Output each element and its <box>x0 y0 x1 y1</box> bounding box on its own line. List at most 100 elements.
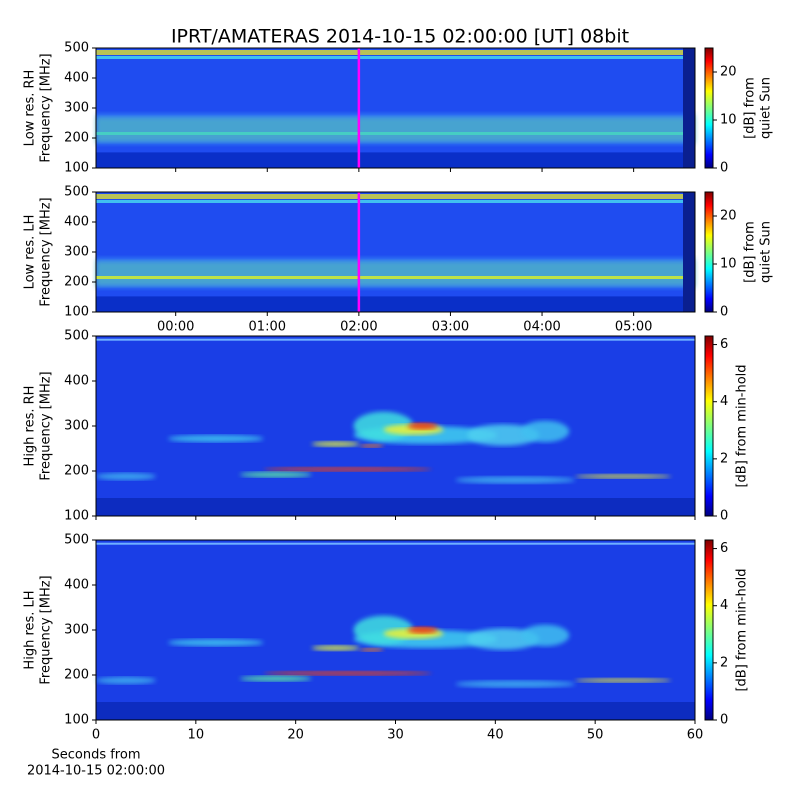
colorbar-tick-label: 2 <box>720 451 728 466</box>
colorbar <box>704 335 714 517</box>
spectrogram <box>455 680 576 688</box>
y-axis-label: High res. LH <box>23 590 38 669</box>
x-tick-label: 01:00 <box>249 320 286 335</box>
spectrogram <box>96 472 156 480</box>
spectrogram <box>467 424 540 446</box>
colorbar-label: [dB] from <box>743 221 758 283</box>
x-tick-label: 40 <box>487 728 504 743</box>
colorbar-label: [dB] from min-hold <box>735 568 750 691</box>
colorbar-tick-label: 6 <box>720 337 728 352</box>
colorbar-tick-label: 0 <box>720 509 728 524</box>
y-tick-label: 200 <box>64 668 89 683</box>
y-axis-label: Frequency [MHz] <box>39 371 54 480</box>
spectrogram <box>96 192 695 312</box>
spectrogram <box>96 117 695 142</box>
spectrogram-panel <box>96 540 695 720</box>
spectrogram <box>683 48 695 168</box>
spectrogram <box>263 467 432 472</box>
y-tick-label: 500 <box>64 185 89 200</box>
colorbar-tick-label: 4 <box>720 394 728 409</box>
x-tick-label: 30 <box>387 728 404 743</box>
spectrogram <box>359 648 384 652</box>
y-tick-label: 400 <box>64 374 89 389</box>
chart-title: IPRT/AMATERAS 2014-10-15 02:00:00 [UT] 0… <box>171 26 629 48</box>
y-tick-label: 300 <box>64 101 89 116</box>
colorbar <box>704 191 714 313</box>
y-axis-label: Low res. LH <box>23 215 38 290</box>
spectrogram <box>311 645 360 651</box>
y-tick-label: 500 <box>64 329 89 344</box>
spectrogram <box>96 261 695 286</box>
y-axis-label: Frequency [MHz] <box>39 575 54 684</box>
spectrogram <box>96 338 695 341</box>
y-tick-label: 100 <box>64 509 89 524</box>
x-tick-label: 50 <box>587 728 604 743</box>
colorbar-label: quiet Sun <box>759 77 774 139</box>
spectrogram <box>455 476 576 484</box>
y-tick-label: 100 <box>64 305 89 320</box>
spectrogram <box>96 48 695 168</box>
colorbar-tick-label: 2 <box>720 655 728 670</box>
spectrogram <box>407 422 438 430</box>
x-tick-label: 60 <box>687 728 704 743</box>
spectrogram <box>167 639 264 647</box>
y-tick-label: 300 <box>64 245 89 260</box>
colorbar-tick-label: 20 <box>720 65 737 80</box>
y-tick-label: 400 <box>64 71 89 86</box>
spectrogram <box>167 435 264 443</box>
colorbar-tick-label: 6 <box>720 541 728 556</box>
spectrogram <box>683 192 695 312</box>
spectrogram <box>96 498 695 516</box>
y-axis-label: Frequency [MHz] <box>39 53 54 162</box>
spectrogram <box>96 194 695 199</box>
spectrogram <box>96 56 695 59</box>
y-axis-label: Low res. RH <box>23 70 38 147</box>
spectrogram <box>96 200 695 203</box>
spectrogram <box>96 296 695 312</box>
x-tick-label: 04:00 <box>523 320 560 335</box>
spectrogram <box>311 441 360 447</box>
spectrogram <box>575 474 672 479</box>
x-tick-label: 00:00 <box>157 320 194 335</box>
y-tick-label: 300 <box>64 623 89 638</box>
y-axis-label: Frequency [MHz] <box>39 197 54 306</box>
x-tick-label: 03:00 <box>432 320 469 335</box>
spectrogram <box>96 152 695 168</box>
spectrogram <box>239 675 312 682</box>
y-tick-label: 500 <box>64 41 89 56</box>
spectrogram <box>359 444 384 448</box>
colorbar-tick-label: 0 <box>720 305 728 320</box>
spectrogram-panel <box>96 48 695 168</box>
x-tick-label: 20 <box>287 728 304 743</box>
colorbar <box>704 47 714 169</box>
spectrogram <box>467 628 540 650</box>
colorbar-tick-label: 0 <box>720 161 728 176</box>
x-axis-label: 2014-10-15 02:00:00 <box>27 764 165 779</box>
spectrogram <box>239 471 312 478</box>
y-tick-label: 300 <box>64 419 89 434</box>
colorbar-tick-label: 20 <box>720 209 737 224</box>
spectrogram <box>96 542 695 545</box>
spectrogram <box>407 626 438 634</box>
y-tick-label: 400 <box>64 578 89 593</box>
y-tick-label: 100 <box>64 713 89 728</box>
colorbar-tick-label: 10 <box>720 113 737 128</box>
colorbar-tick-label: 0 <box>720 713 728 728</box>
x-tick-label: 0 <box>92 728 100 743</box>
colorbar-label: [dB] from <box>743 77 758 139</box>
x-tick-label: 02:00 <box>340 320 377 335</box>
colorbar-tick-label: 10 <box>720 257 737 272</box>
y-tick-label: 100 <box>64 161 89 176</box>
y-tick-label: 200 <box>64 131 89 146</box>
spectrogram <box>521 624 570 647</box>
spectrogram-panel <box>96 192 695 312</box>
y-tick-label: 500 <box>64 533 89 548</box>
spectrogram-panel <box>96 336 695 516</box>
x-tick-label: 10 <box>188 728 205 743</box>
spectrogram <box>96 676 156 685</box>
colorbar-tick-label: 4 <box>720 598 728 613</box>
spectrogram <box>96 50 695 55</box>
colorbar <box>704 539 714 721</box>
x-axis-label: Seconds from <box>51 748 140 763</box>
